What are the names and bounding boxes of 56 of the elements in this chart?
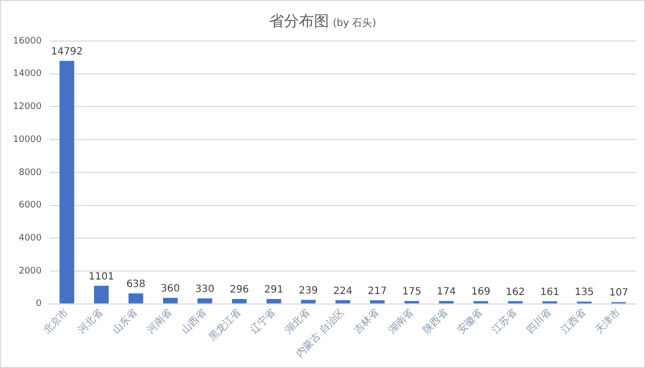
chart-title: 省分布图 [268, 12, 329, 30]
data-label: 174 [436, 286, 456, 298]
bar [232, 298, 247, 304]
y-tick-label: 0 [36, 299, 42, 310]
bar [370, 300, 385, 304]
x-tick-label: 山西省 [179, 306, 209, 336]
data-label: 162 [506, 286, 525, 298]
data-label: 169 [471, 286, 490, 298]
x-tick-label: 陕西省 [420, 306, 450, 336]
data-label: 107 [609, 288, 628, 299]
bar [404, 300, 420, 304]
x-tick-label: 山东省 [110, 306, 140, 336]
bar [60, 60, 74, 304]
x-tick-label: 天津市 [593, 306, 623, 336]
data-label: 224 [333, 286, 352, 297]
bar [128, 293, 144, 304]
data-label: 291 [264, 284, 284, 296]
bar [94, 286, 109, 304]
y-tick-label: 14000 [12, 69, 42, 80]
data-label: 330 [195, 284, 214, 296]
y-tick-label: 16000 [12, 36, 42, 46]
y-tick-label: 4000 [18, 233, 42, 244]
data-label: 638 [126, 278, 146, 290]
bar [438, 300, 454, 304]
x-tick-label: 黑龙江省 [206, 306, 244, 344]
data-label: 1101 [88, 271, 114, 282]
bar [163, 298, 178, 304]
x-tick-label: 湖北省 [282, 306, 312, 336]
data-label: 161 [540, 286, 560, 298]
x-tick-label: 吉林省 [352, 306, 382, 336]
y-tick-label: 12000 [12, 102, 42, 112]
y-tick-label: 6000 [18, 200, 42, 211]
bar [266, 299, 282, 304]
y-tick-label: 10000 [12, 134, 42, 145]
data-label: 239 [298, 286, 318, 297]
x-tick-label: 江苏省 [490, 306, 520, 336]
data-label: 175 [402, 286, 422, 298]
bar [198, 298, 212, 304]
x-tick-label: 湖南省 [386, 306, 416, 336]
x-tick-label: 四川省 [524, 306, 554, 336]
data-label: 217 [368, 286, 387, 297]
x-tick-label: 辽宁省 [248, 306, 278, 336]
x-tick-label: 安徽省 [455, 306, 485, 336]
bar [335, 300, 350, 304]
x-tick-label: 北京市 [41, 306, 71, 336]
data-label: 296 [230, 284, 249, 296]
chart-subtitle: (by 石头) [332, 18, 376, 29]
x-tick-label: 江西省 [558, 306, 588, 336]
x-tick-label: 河北省 [76, 306, 106, 336]
y-tick-label: 2000 [18, 266, 42, 276]
data-label: 135 [574, 287, 594, 298]
data-label: 14792 [50, 46, 83, 58]
y-tick-label: 8000 [18, 168, 42, 178]
data-label: 360 [160, 284, 180, 295]
x-tick-label: 河南省 [144, 306, 174, 336]
bar [300, 300, 316, 304]
